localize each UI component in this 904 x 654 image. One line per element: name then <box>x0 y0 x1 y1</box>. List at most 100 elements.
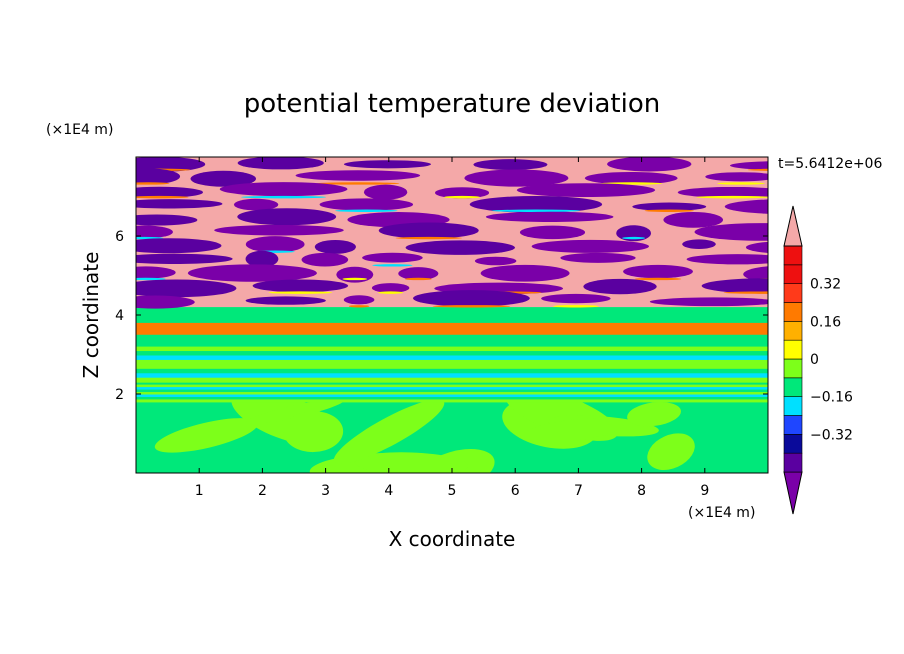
band-4-streak <box>314 239 356 254</box>
band-4-edge <box>552 305 600 308</box>
x-unit-label: (×1E4 m) <box>688 505 755 521</box>
band-4-streak <box>237 157 324 170</box>
band-0-blob <box>647 433 695 471</box>
band-4-streak <box>474 256 517 266</box>
band-4-streak <box>214 224 344 236</box>
band-4-streak <box>136 238 222 254</box>
band-4-streak <box>136 295 195 309</box>
band-4-edge <box>444 195 481 199</box>
colorbar-swatch <box>783 283 803 303</box>
colorbar-tick-label: −0.32 <box>810 427 853 443</box>
colorbar-tick-label: 0.16 <box>810 314 841 330</box>
colorbar-swatch <box>783 339 803 360</box>
band-4-streak <box>435 187 490 199</box>
band-4-streak <box>245 250 279 268</box>
band-4-edge <box>432 305 511 308</box>
band-4-edge <box>395 236 463 240</box>
band-4-edge <box>268 291 333 294</box>
chart-title: potential temperature deviation <box>244 89 660 119</box>
colorbar-under-triangle <box>783 471 803 515</box>
band-4-streak <box>583 278 657 295</box>
colorbar-swatch <box>783 264 803 284</box>
colorbar-swatch <box>783 358 803 379</box>
band-1-stripe <box>136 399 768 403</box>
band-4-streak <box>405 240 515 255</box>
band-0-blob <box>333 399 445 464</box>
band-4-streak <box>371 283 410 293</box>
band-4-streak <box>464 169 569 187</box>
band-1-stripe <box>136 392 768 395</box>
band-4-streak <box>682 239 716 249</box>
x-tick-label: 6 <box>511 483 520 499</box>
band-2-stripe <box>136 355 768 361</box>
band-4-edge <box>644 209 694 212</box>
band-2-stripe <box>136 359 768 365</box>
band-4-streak <box>531 239 649 253</box>
band-4-streak <box>541 293 611 304</box>
band-4-streak <box>295 170 421 181</box>
colorbar-swatch <box>783 245 803 266</box>
band-4-streak <box>245 296 326 305</box>
band-4-streak <box>190 170 256 187</box>
band-4-streak <box>469 195 603 213</box>
band-0-blob <box>354 452 469 473</box>
band-4-streak <box>519 225 586 240</box>
band-4-streak <box>136 253 233 264</box>
band-4-streak <box>336 266 374 283</box>
band-4-streak <box>623 264 693 279</box>
x-axis: 1 2 3 4 5 6 7 8 9 <box>195 157 709 499</box>
band-4-edge <box>342 277 368 281</box>
colorbar-swatch <box>783 434 803 454</box>
band-2-stripe <box>136 373 768 379</box>
band-4-streak <box>724 199 768 214</box>
band-4-edge <box>316 182 400 185</box>
band-4-streak <box>616 225 652 242</box>
y-tick-label: 6 <box>115 229 124 245</box>
band-4-edge <box>634 277 682 281</box>
band-4-streak <box>729 161 768 170</box>
band-4-streak <box>136 199 223 209</box>
band-4-streak <box>485 211 614 223</box>
band-4-streak <box>136 157 206 172</box>
band-4-edge <box>378 291 404 294</box>
band-1-stripe <box>136 394 768 398</box>
band-4-streak <box>136 168 181 185</box>
band-4-edge <box>491 209 581 212</box>
y-axis-title: Z coordinate <box>79 252 103 379</box>
band-1-stripe <box>136 384 768 388</box>
colorbar-swatch <box>783 377 803 397</box>
band-2-stripe <box>136 377 768 383</box>
band-4-streak <box>363 184 408 200</box>
band-4-edge <box>696 195 768 199</box>
band-4-streak <box>237 208 337 226</box>
band-4-streak <box>301 252 349 267</box>
band-4-streak <box>632 202 707 211</box>
band-4-streak <box>136 186 203 198</box>
band-4-streak <box>480 264 570 282</box>
band-4-streak <box>362 252 423 263</box>
band-0-blob <box>283 411 344 453</box>
band-0-blob <box>154 418 258 453</box>
band-4-streak <box>516 183 656 198</box>
band-4-streak <box>705 172 768 182</box>
x-tick-label: 8 <box>637 483 646 499</box>
colorbar-tick-label: 0.32 <box>810 277 841 293</box>
band-4-edge <box>372 264 413 267</box>
y-tick-label: 2 <box>115 387 124 403</box>
band-4-edge <box>136 195 189 199</box>
band-4-streak <box>378 222 479 239</box>
band-4-streak <box>607 157 692 172</box>
band-2-stripe <box>136 368 768 374</box>
colorbar-swatch <box>783 302 803 322</box>
band-2-stripe <box>136 364 768 370</box>
band-4-streak <box>319 198 414 211</box>
x-tick-label: 4 <box>384 483 393 499</box>
band-4-edge <box>747 168 768 171</box>
time-label: t=5.6412e+06 <box>778 156 882 172</box>
band-4-edge <box>335 209 398 212</box>
band-4-streak <box>398 267 439 281</box>
colorbar-tick-label: 0 <box>810 352 819 368</box>
band-4-streak <box>187 264 317 282</box>
x-tick-label: 2 <box>258 483 267 499</box>
